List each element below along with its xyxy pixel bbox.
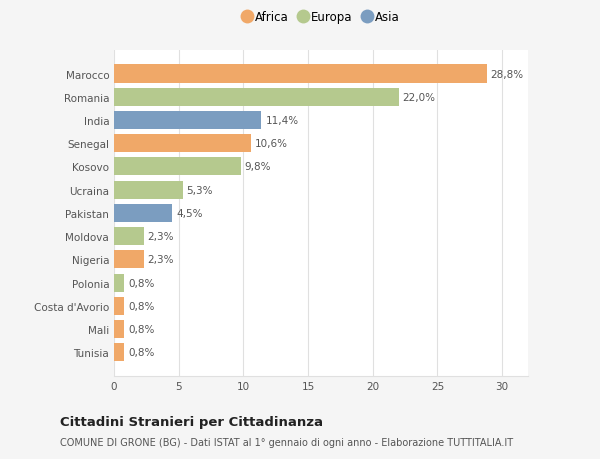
Bar	[114, 251, 144, 269]
Text: 11,4%: 11,4%	[265, 116, 298, 126]
Text: 2,3%: 2,3%	[148, 232, 174, 241]
Bar	[114, 135, 251, 153]
Bar	[114, 89, 398, 106]
Text: 22,0%: 22,0%	[403, 93, 436, 102]
Bar	[114, 204, 172, 223]
Text: 9,8%: 9,8%	[245, 162, 271, 172]
Bar	[114, 297, 124, 315]
Text: 2,3%: 2,3%	[148, 255, 174, 265]
Bar	[114, 181, 182, 199]
Bar	[114, 343, 124, 362]
Text: 28,8%: 28,8%	[490, 69, 524, 79]
Bar	[114, 228, 144, 246]
Bar	[114, 158, 241, 176]
Text: 0,8%: 0,8%	[128, 325, 155, 334]
Text: 5,3%: 5,3%	[187, 185, 213, 195]
Text: 0,8%: 0,8%	[128, 347, 155, 358]
Text: 4,5%: 4,5%	[176, 208, 203, 218]
Legend: Africa, Europa, Asia: Africa, Europa, Asia	[242, 11, 400, 24]
Text: Cittadini Stranieri per Cittadinanza: Cittadini Stranieri per Cittadinanza	[60, 415, 323, 428]
Text: 10,6%: 10,6%	[255, 139, 288, 149]
Text: COMUNE DI GRONE (BG) - Dati ISTAT al 1° gennaio di ogni anno - Elaborazione TUTT: COMUNE DI GRONE (BG) - Dati ISTAT al 1° …	[60, 437, 513, 447]
Text: 0,8%: 0,8%	[128, 278, 155, 288]
Bar	[114, 112, 262, 130]
Bar	[114, 65, 487, 84]
Bar	[114, 320, 124, 338]
Bar	[114, 274, 124, 292]
Text: 0,8%: 0,8%	[128, 301, 155, 311]
